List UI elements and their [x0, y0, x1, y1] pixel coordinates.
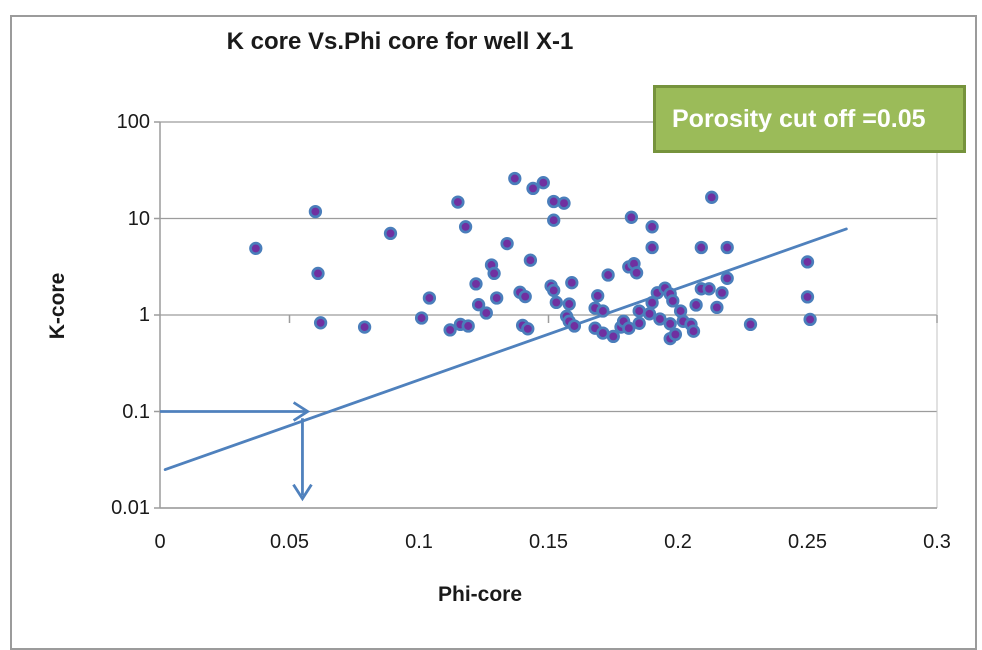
y-tick-label: 0.1 [122, 400, 150, 423]
data-point [487, 266, 501, 281]
data-point [668, 327, 683, 342]
x-tick-label: 0.15 [529, 531, 568, 553]
data-point [547, 213, 561, 227]
y-tick-label: 1 [138, 304, 150, 326]
chart-title: K core Vs.Phi core for well X-1 [226, 28, 574, 55]
data-point [500, 236, 514, 251]
data-point [565, 276, 579, 290]
data-point [686, 324, 701, 338]
data-point [666, 294, 680, 308]
data-point [249, 241, 263, 256]
data-point [557, 196, 571, 210]
data-point [422, 291, 437, 305]
data-point [479, 306, 493, 320]
data-point [800, 255, 815, 269]
data-point [720, 240, 734, 255]
data-point [308, 204, 323, 219]
data-point [743, 317, 758, 332]
porosity-cutoff-callout: Porosity cut off =0.05 [653, 85, 966, 153]
data-point [523, 253, 538, 267]
data-point [313, 316, 328, 330]
trend-line [163, 227, 848, 471]
x-tick-label: 0.2 [664, 531, 692, 553]
data-point [715, 286, 729, 300]
data-point [689, 298, 703, 312]
porosity-cutoff-label: Porosity cut off =0.05 [672, 104, 926, 133]
data-point [624, 210, 639, 224]
data-point [357, 320, 372, 334]
data-point [694, 240, 708, 255]
data-point [567, 319, 582, 333]
arrow-head-right-icon [292, 401, 311, 422]
x-tick-label: 0 [154, 531, 166, 553]
data-point [622, 321, 636, 335]
data-point [549, 295, 563, 310]
data-point [720, 271, 734, 285]
data-point [629, 266, 644, 280]
data-point [526, 181, 540, 196]
arrow-head-down-icon [292, 483, 313, 502]
data-point [536, 176, 550, 190]
data-point [606, 329, 620, 344]
data-point [645, 220, 659, 234]
data-point [705, 190, 719, 204]
data-point [490, 291, 504, 305]
data-point [508, 171, 522, 186]
data-point [547, 283, 561, 298]
x-tick-label: 0.25 [788, 531, 827, 553]
x-tick-label: 0.1 [405, 531, 433, 553]
data-point [642, 307, 657, 321]
x-tick-label: 0.3 [923, 531, 951, 553]
y-tick-label: 10 [127, 207, 150, 230]
data-point [702, 282, 716, 296]
data-point [663, 317, 677, 331]
data-point [645, 296, 659, 310]
data-point [383, 226, 398, 241]
data-point [601, 268, 615, 282]
x-axis-title: Phi-core [437, 583, 523, 606]
data-point [461, 319, 475, 333]
data-point [443, 323, 457, 337]
data-point [458, 220, 473, 234]
data-point [562, 297, 576, 311]
y-tick-label: 0.01 [111, 497, 150, 519]
data-point [547, 194, 561, 209]
y-tick-label: 100 [116, 111, 150, 133]
data-point [653, 312, 667, 326]
data-point [596, 326, 610, 340]
data-point [414, 311, 429, 325]
data-point [673, 304, 688, 318]
data-point [596, 304, 610, 318]
data-point [632, 316, 646, 330]
x-tick-label: 0.05 [270, 531, 309, 553]
chart-frame [10, 15, 977, 650]
data-point [469, 277, 483, 291]
data-point [591, 289, 605, 303]
data-point [632, 304, 646, 318]
data-point [710, 300, 724, 315]
data-point [800, 290, 815, 304]
data-point [521, 322, 535, 336]
data-point [518, 289, 532, 304]
data-point [311, 266, 325, 281]
data-point [645, 240, 659, 255]
data-point [451, 195, 465, 209]
data-point [803, 312, 817, 327]
data-point [471, 298, 486, 312]
